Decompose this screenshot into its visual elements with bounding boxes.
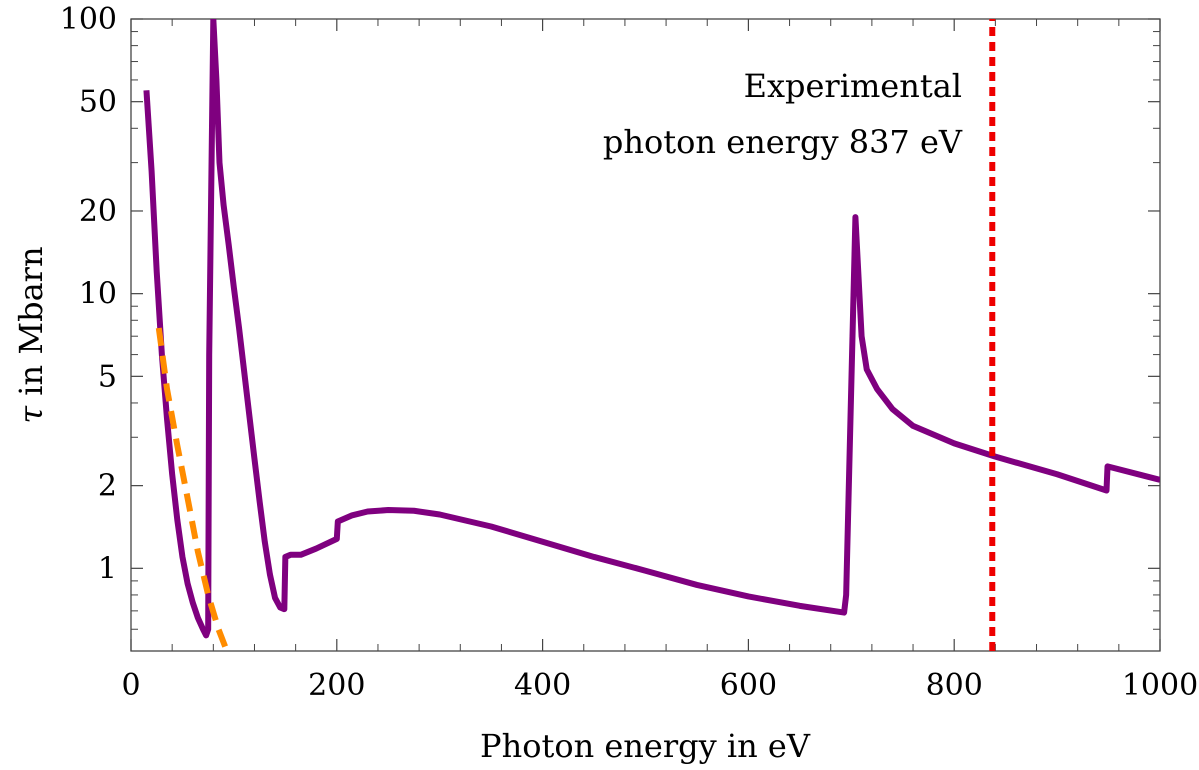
y-tick-label: 2	[98, 469, 117, 504]
y-tick-label: 10	[79, 277, 117, 312]
y-axis-label: τ in Mbarn	[12, 246, 50, 423]
y-tick-label: 1	[98, 551, 117, 586]
low-energy-fit-curve	[155, 327, 231, 651]
x-tick-label: 200	[308, 668, 365, 703]
x-axis-ticks: 0 200 400 600 800 1000	[121, 19, 1198, 703]
cross-section-curve	[143, 19, 1160, 639]
x-tick-label: 400	[514, 668, 571, 703]
x-tick-label: 800	[926, 668, 983, 703]
y-tick-label: 5	[98, 359, 117, 394]
y-tick-label: 50	[79, 85, 117, 120]
plot-frame	[130, 18, 1161, 652]
y-axis-ticks: 1 2 5 10 20 50 100	[60, 2, 1160, 586]
y-tick-label: 20	[79, 194, 117, 229]
annotation-line-2: photon energy 837 eV	[603, 123, 963, 161]
series-layer	[143, 19, 1160, 651]
y-axis-label-text: in Mbarn	[12, 246, 50, 405]
x-tick-label: 1000	[1122, 668, 1198, 703]
y-axis-label-symbol: τ	[12, 405, 50, 424]
x-axis-label: Photon energy in eV	[480, 727, 811, 765]
x-tick-label: 600	[720, 668, 777, 703]
annotation-line-1: Experimental	[744, 67, 962, 105]
x-tick-label: 0	[121, 668, 140, 703]
y-tick-label: 100	[60, 2, 117, 37]
